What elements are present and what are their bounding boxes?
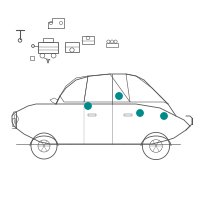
- Circle shape: [161, 113, 167, 119]
- Bar: [43, 38, 53, 42]
- Circle shape: [85, 103, 91, 109]
- Circle shape: [116, 93, 122, 99]
- Bar: [65, 42, 79, 52]
- Bar: [88, 114, 96, 116]
- Bar: [82, 36, 94, 44]
- Bar: [124, 114, 132, 116]
- Bar: [106, 43, 118, 47]
- Bar: [30, 56, 34, 60]
- Bar: [38, 42, 58, 53]
- Bar: [12, 118, 15, 126]
- Circle shape: [137, 110, 143, 116]
